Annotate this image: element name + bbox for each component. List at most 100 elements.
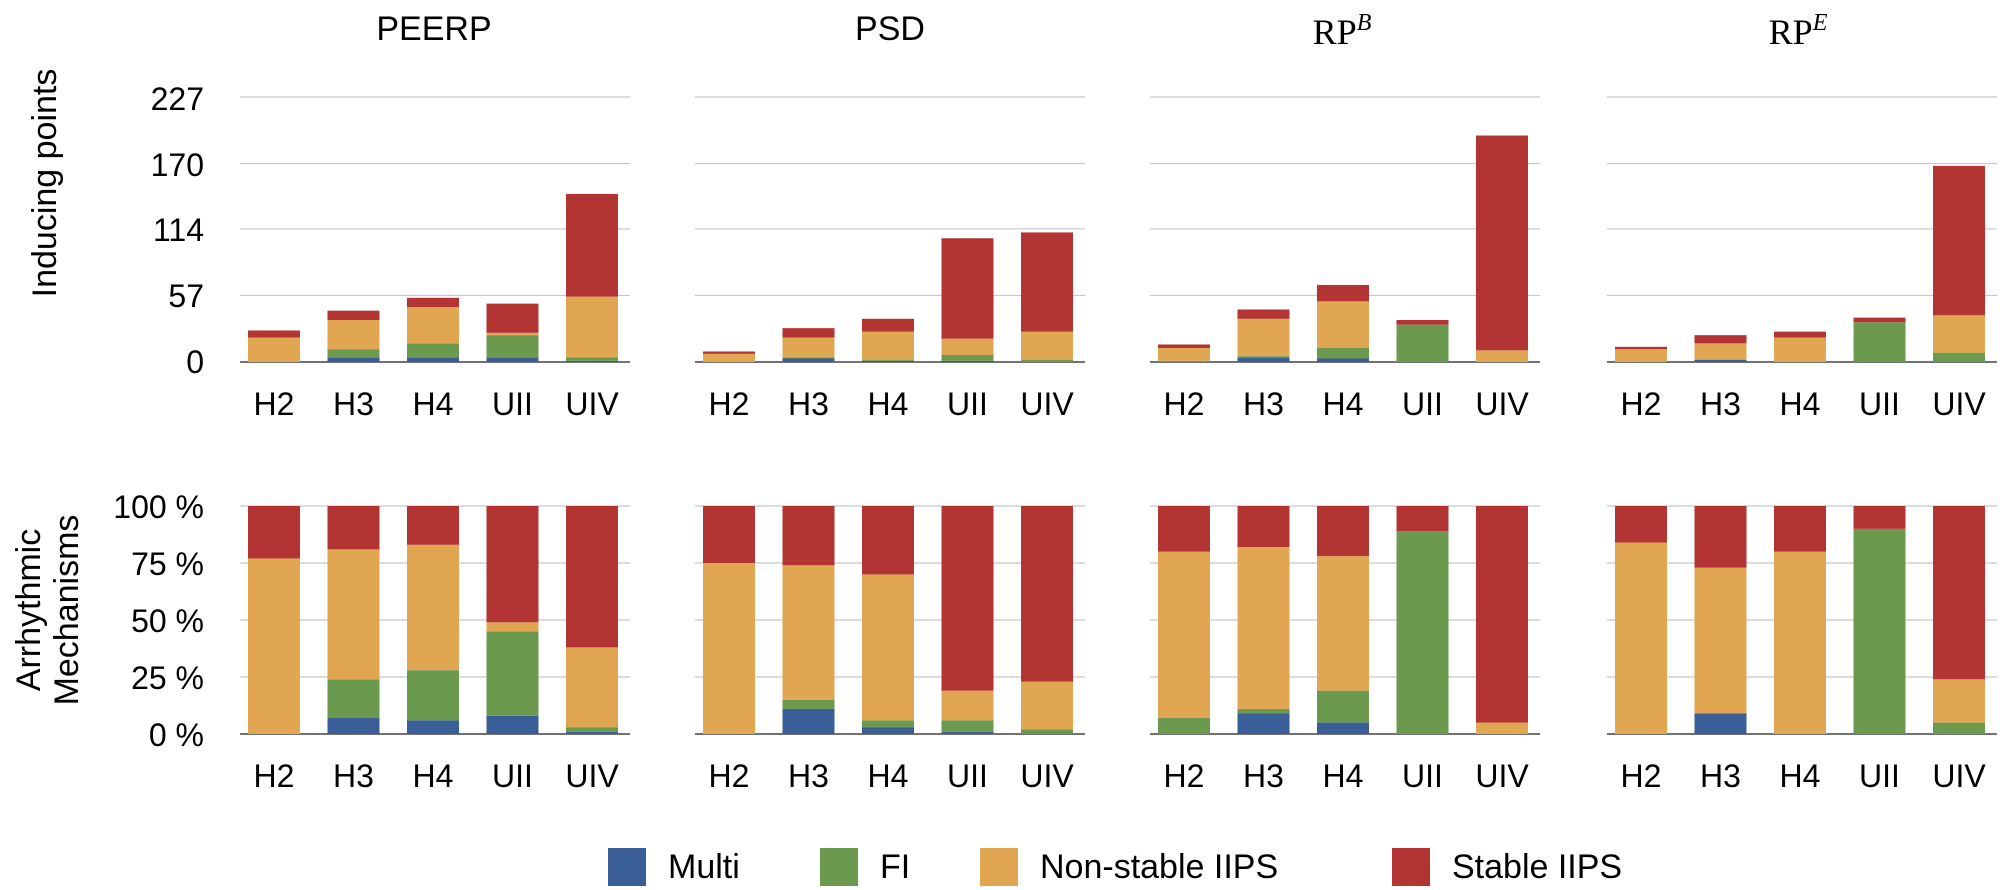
bar-segment xyxy=(1237,357,1290,362)
bar-segment xyxy=(941,731,994,734)
bar-segment xyxy=(1021,359,1073,362)
category-label: H2 xyxy=(1621,758,1662,794)
category-label: H2 xyxy=(254,386,295,422)
bar-segment xyxy=(782,506,835,566)
bar-segment xyxy=(1237,318,1290,357)
category-label: H4 xyxy=(868,386,909,422)
bar-segment xyxy=(1694,567,1747,714)
category-label: UIV xyxy=(1020,758,1074,794)
category-label: UII xyxy=(1859,386,1900,422)
bar-segment xyxy=(1694,359,1747,362)
bar-segment xyxy=(1853,317,1906,323)
category-label: H2 xyxy=(1621,386,1662,422)
bar-segment xyxy=(703,563,755,734)
bar-segment xyxy=(327,679,380,719)
bar-segment xyxy=(407,307,459,344)
bar-segment xyxy=(1694,335,1747,344)
bar-segment xyxy=(941,506,994,691)
category-label: UII xyxy=(947,758,988,794)
panel-title-rpb: RPB xyxy=(1313,10,1372,52)
bar-segment xyxy=(941,338,994,355)
bar-segment xyxy=(566,647,618,728)
category-label: H2 xyxy=(709,758,750,794)
bar-segment xyxy=(1694,713,1747,734)
bar-segment xyxy=(782,708,835,734)
bar-segment xyxy=(941,690,994,721)
bar-segment xyxy=(1615,346,1667,350)
top-tick-1: 57 xyxy=(168,278,204,314)
bar-segment xyxy=(1158,551,1210,719)
bar-segment xyxy=(941,360,994,362)
bars xyxy=(248,135,1985,734)
bar-segment xyxy=(486,631,539,716)
category-label: H2 xyxy=(1164,386,1205,422)
bar-segment xyxy=(566,727,618,732)
bar-segment xyxy=(1021,232,1073,332)
bar-segment xyxy=(1317,347,1369,359)
bar-segment xyxy=(327,718,380,734)
bottom-y-axis-label-line1: Arrhythmic xyxy=(10,529,48,691)
bar-segment xyxy=(327,319,380,350)
bar-segment xyxy=(1158,344,1210,348)
category-labels: H2 H3 H4 UII UIV H2 H3 H4 UII UIV H2 H3 H4 UII UIV H2 H3… xyxy=(254,386,1987,794)
bar-segment xyxy=(1021,506,1073,682)
category-label: H3 xyxy=(1700,386,1741,422)
category-label: UIV xyxy=(1932,758,1986,794)
category-label: UIV xyxy=(1475,758,1529,794)
bottom-y-ticks: 0 % 25 % 50 % 75 % 100 % xyxy=(113,489,204,753)
category-label: UIV xyxy=(1932,386,1986,422)
bar-segment xyxy=(1237,506,1290,548)
bar-segment xyxy=(862,720,914,728)
bar-segment xyxy=(1317,556,1369,691)
bar-segment xyxy=(1476,135,1528,351)
category-label: UIV xyxy=(565,386,619,422)
legend-swatch-multi xyxy=(608,848,646,886)
bottom-y-axis-label-line2: Mechanisms xyxy=(48,515,86,706)
category-label: H4 xyxy=(413,758,454,794)
bar-segment xyxy=(566,731,618,734)
category-label: H3 xyxy=(788,758,829,794)
bar-segment xyxy=(486,622,539,632)
bar-segment xyxy=(1317,284,1369,302)
legend-label-stable: Stable IIPS xyxy=(1452,848,1622,886)
bar-segment xyxy=(1237,309,1290,319)
category-label: H4 xyxy=(868,758,909,794)
bar-segment xyxy=(1933,315,1985,353)
category-label: UII xyxy=(1859,758,1900,794)
panel-title-rpe: RPE xyxy=(1769,10,1828,52)
bar-segment xyxy=(1853,528,1906,734)
legend-label-multi: Multi xyxy=(668,848,740,886)
bar-segment xyxy=(782,699,835,709)
bar-segment xyxy=(782,357,835,359)
bar-segment xyxy=(1158,360,1210,362)
bar-segment xyxy=(486,335,539,358)
bottom-tick-3: 75 % xyxy=(131,546,204,582)
bar-segment xyxy=(566,360,618,362)
legend: Multi FI Non-stable IIPS Stable IIPS xyxy=(608,848,1622,886)
bar-segment xyxy=(782,328,835,338)
category-label: H4 xyxy=(413,386,454,422)
panel-title-rpe-sup: E xyxy=(1812,10,1828,36)
bar-segment xyxy=(248,337,300,362)
bar-segment xyxy=(1476,722,1528,734)
bottom-tick-2: 50 % xyxy=(131,603,204,639)
bar-segment xyxy=(407,720,459,734)
top-tick-3: 170 xyxy=(151,147,204,183)
bar-segment xyxy=(407,506,459,545)
top-y-axis-label: Inducing points xyxy=(26,69,64,298)
bar-segment xyxy=(327,357,380,362)
bar-segment xyxy=(327,506,380,550)
category-label: H4 xyxy=(1780,386,1821,422)
bar-segment xyxy=(1317,301,1369,348)
category-label: H2 xyxy=(254,758,295,794)
bar-segment xyxy=(1933,165,1985,316)
bar-segment xyxy=(1933,352,1985,362)
bar-segment xyxy=(1396,324,1449,362)
bar-segment xyxy=(1396,506,1449,532)
legend-label-fi: FI xyxy=(880,848,910,886)
top-tick-2: 114 xyxy=(153,212,204,248)
bar-segment xyxy=(1021,729,1073,734)
bottom-tick-4: 100 % xyxy=(113,489,204,525)
bar-segment xyxy=(1476,350,1528,362)
